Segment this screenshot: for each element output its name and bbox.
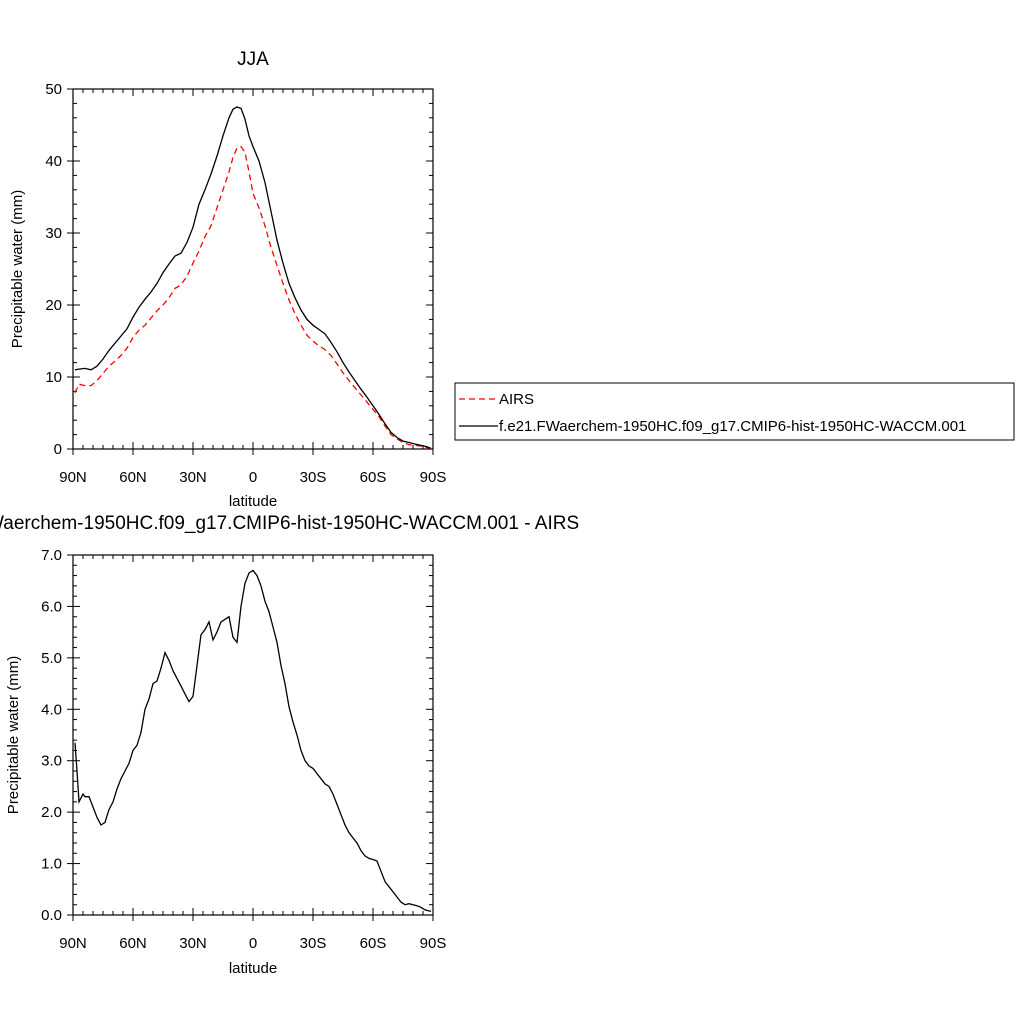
legend bbox=[454, 382, 1015, 441]
y-tick-label: 10 bbox=[45, 369, 62, 386]
y-tick-label: 1.0 bbox=[41, 856, 62, 873]
x-axis-label: latitude bbox=[229, 960, 277, 977]
y-tick-label: 0.0 bbox=[41, 907, 62, 924]
y-tick-label: 4.0 bbox=[41, 701, 62, 718]
x-tick-label: 30N bbox=[179, 469, 207, 486]
x-tick-label: 90N bbox=[59, 935, 87, 952]
x-tick-label: 30S bbox=[300, 469, 327, 486]
legend-entry-label: f.e21.FWaerchem-1950HC.f09_g17.CMIP6-his… bbox=[499, 418, 966, 435]
x-axis-label: latitude bbox=[229, 493, 277, 510]
x-tick-label: 30N bbox=[179, 935, 207, 952]
y-tick-label: 6.0 bbox=[41, 598, 62, 615]
y-tick-label: 0 bbox=[54, 441, 62, 458]
x-tick-label: 0 bbox=[249, 469, 257, 486]
y-axis-label: Precipitable water (mm) bbox=[5, 656, 22, 814]
y-tick-label: 50 bbox=[45, 81, 62, 98]
chart-title: f.e21.FWaerchem-1950HC.f09_g17.CMIP6-his… bbox=[0, 513, 579, 534]
series-line-model bbox=[74, 106, 432, 449]
x-tick-label: 90N bbox=[59, 469, 87, 486]
chart-title: JJA bbox=[237, 49, 269, 70]
legend-box bbox=[454, 382, 1015, 441]
plot-frame bbox=[72, 88, 434, 450]
chart-panel-1 bbox=[67, 88, 1015, 455]
x-tick-label: 60N bbox=[119, 469, 147, 486]
chart-panel-2 bbox=[67, 554, 434, 921]
y-tick-label: 20 bbox=[45, 297, 62, 314]
y-tick-label: 2.0 bbox=[41, 804, 62, 821]
y-axis-label: Precipitable water (mm) bbox=[9, 190, 26, 348]
y-tick-label: 30 bbox=[45, 225, 62, 242]
y-tick-label: 7.0 bbox=[41, 547, 62, 564]
x-tick-label: 60N bbox=[119, 935, 147, 952]
x-tick-label: 90S bbox=[420, 469, 447, 486]
x-tick-label: 60S bbox=[360, 469, 387, 486]
y-tick-label: 5.0 bbox=[41, 650, 62, 667]
x-tick-label: 30S bbox=[300, 935, 327, 952]
x-tick-label: 60S bbox=[360, 935, 387, 952]
series-line-difference bbox=[74, 569, 432, 913]
legend-entry-label: AIRS bbox=[499, 391, 534, 408]
y-tick-label: 3.0 bbox=[41, 753, 62, 770]
y-tick-label: 40 bbox=[45, 153, 62, 170]
plot-frame bbox=[72, 554, 434, 916]
x-tick-label: 90S bbox=[420, 935, 447, 952]
x-tick-label: 0 bbox=[249, 935, 257, 952]
series-line-airs bbox=[74, 145, 432, 449]
